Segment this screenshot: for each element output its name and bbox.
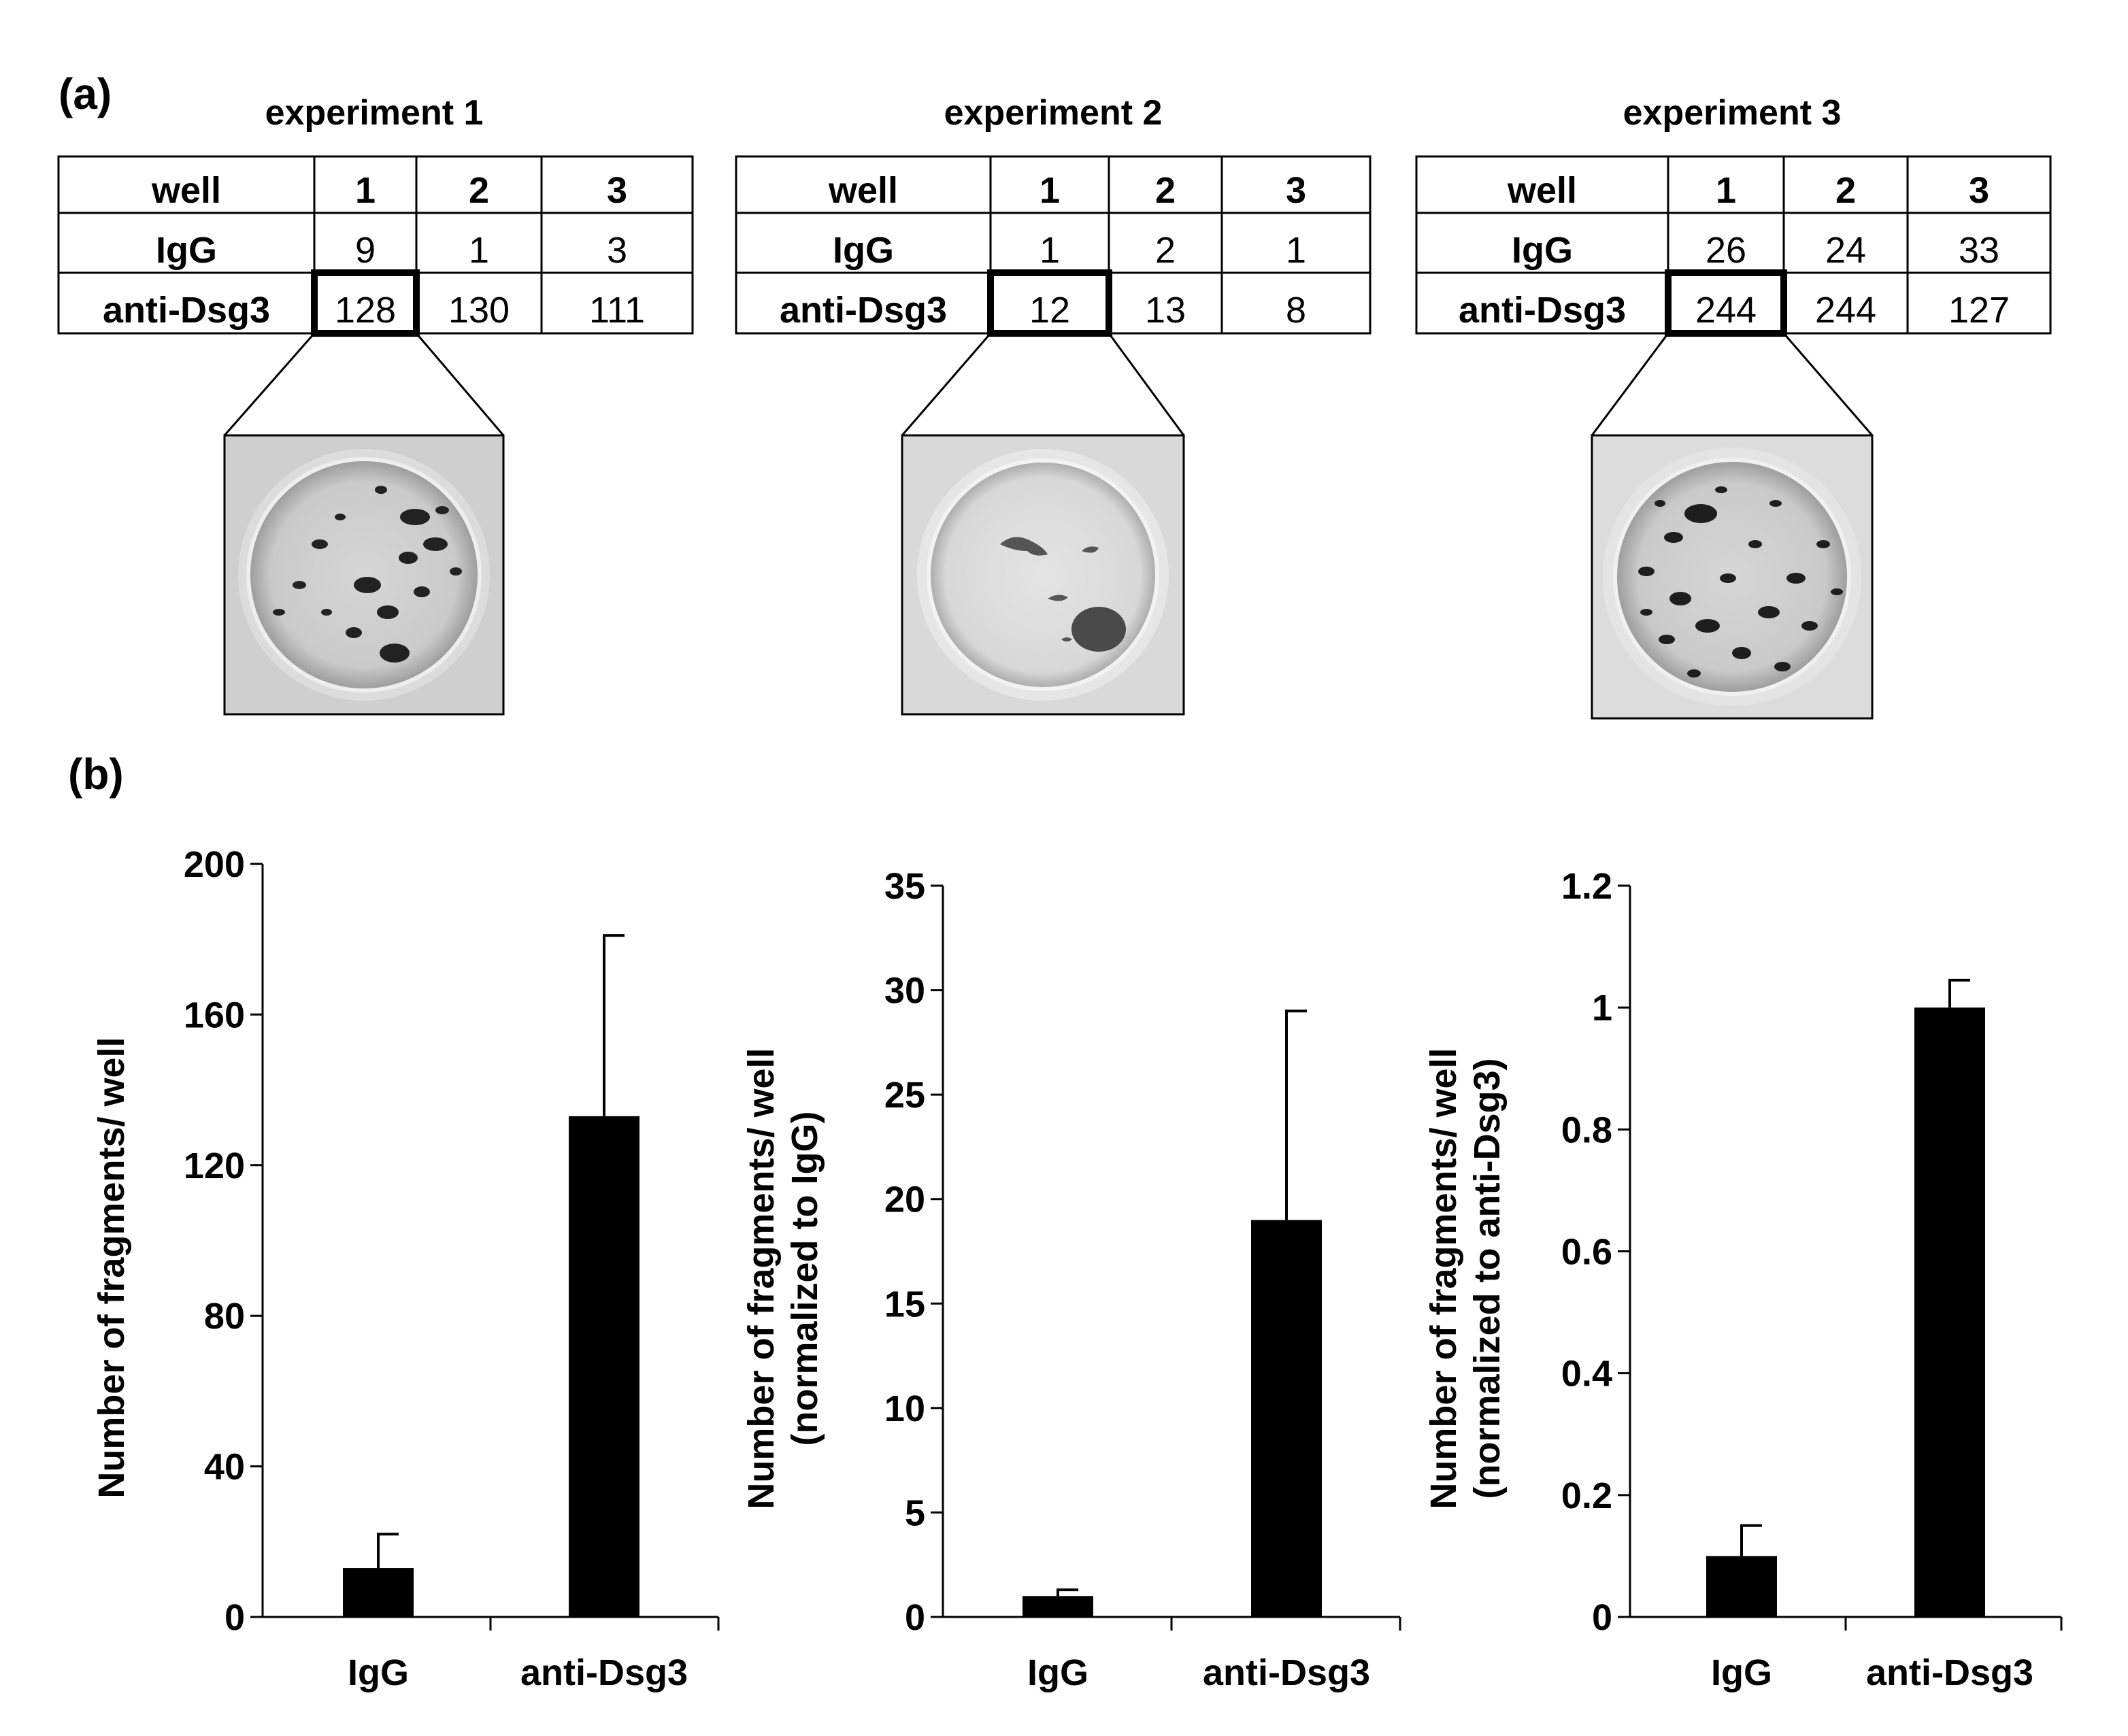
experiment-title: experiment 2 <box>944 93 1163 133</box>
y-tick-label: 0 <box>905 1597 925 1638</box>
experiment-1: experiment 1 well 1 2 3 IgG 9 1 3 anti-D… <box>57 93 694 716</box>
table-cell: 127 <box>1948 290 2010 331</box>
table-cell: 1 <box>469 230 489 271</box>
table-header-2: 2 <box>1835 170 1856 211</box>
x-category-label: IgG <box>1027 1652 1088 1693</box>
table-cell: 2 <box>1155 230 1176 271</box>
table-cell: 244 <box>1695 290 1757 331</box>
zoom-line <box>1591 333 1669 436</box>
y-axis-label-secondary: (normalized to anti-Dsg3) <box>1467 1058 1508 1499</box>
y-tick-label: 160 <box>184 995 245 1035</box>
y-tick-label: 15 <box>884 1284 925 1324</box>
table-cell: 3 <box>607 230 627 271</box>
x-category-label: IgG <box>1711 1652 1772 1693</box>
bar-chart-2: 0 5 10 15 20 25 30 35 IgG anti-Dsg3 Number of frag… <box>741 866 1401 1693</box>
bar-chart-1: 0 40 80 120 160 200 IgG anti-Dsg3 Number of frag… <box>91 844 720 1693</box>
x-category-label: IgG <box>348 1652 409 1693</box>
bar-igg <box>343 1568 414 1617</box>
table-cell: 8 <box>1286 290 1306 331</box>
y-tick-label: 5 <box>905 1492 925 1533</box>
well-photo-many-fragments <box>1591 434 1874 720</box>
table-header-2: 2 <box>1155 170 1176 211</box>
table-cell: 13 <box>1145 290 1186 331</box>
y-tick-label: 0 <box>225 1597 245 1638</box>
table-header-1: 1 <box>355 170 376 211</box>
row-label-igg: IgG <box>833 230 894 271</box>
highlight-box <box>311 269 420 337</box>
row-label-anti-dsg3: anti-Dsg3 <box>1459 290 1626 331</box>
y-tick-label: 1 <box>1592 988 1612 1029</box>
bar-anti-dsg3 <box>1914 1007 1985 1617</box>
zoom-line <box>901 333 992 436</box>
y-axis-label: Number of fragments/ well <box>91 1037 132 1498</box>
table-cell: 111 <box>589 290 645 331</box>
table-cell: 33 <box>1959 230 1999 271</box>
table-header-well: well <box>1507 170 1577 211</box>
y-tick-label: 1.2 <box>1561 866 1612 907</box>
panel-a-label: (a) <box>59 69 112 118</box>
experiment-3: experiment 3 well 1 2 3 IgG 26 24 33 ant… <box>1415 93 2052 720</box>
y-tick-label: 0.6 <box>1561 1232 1612 1273</box>
bar-igg <box>1706 1556 1777 1617</box>
zoom-line <box>223 333 316 436</box>
x-category-label: anti-Dsg3 <box>520 1652 688 1693</box>
y-tick-label: 0.4 <box>1561 1354 1612 1395</box>
zoom-line <box>415 333 505 436</box>
y-tick-label: 10 <box>884 1388 925 1429</box>
well-photo-few-fragments <box>901 434 1185 716</box>
well-photo-many-fragments <box>223 434 505 716</box>
y-tick-label: 0.2 <box>1561 1475 1612 1516</box>
table-cell: 1 <box>1286 230 1306 271</box>
table-cell: 130 <box>448 290 510 331</box>
table-header-1: 1 <box>1040 170 1060 211</box>
y-tick-label: 20 <box>884 1180 925 1220</box>
zoom-line <box>1782 333 1874 436</box>
y-axis-label-secondary: (normalized to IgG) <box>784 1112 825 1446</box>
table-header-well: well <box>151 170 221 211</box>
x-category-label: anti-Dsg3 <box>1203 1652 1370 1693</box>
experiment-title: experiment 1 <box>265 93 484 133</box>
bar-igg <box>1023 1596 1093 1617</box>
highlight-box <box>987 269 1112 337</box>
panel-b-label: (b) <box>68 750 124 799</box>
table-header-well: well <box>828 170 898 211</box>
table-cell: 24 <box>1825 230 1866 271</box>
table-cell: 12 <box>1029 290 1070 331</box>
y-tick-label: 0 <box>1592 1597 1612 1638</box>
table-header-1: 1 <box>1716 170 1736 211</box>
y-tick-label: 30 <box>884 971 925 1012</box>
experiment-title: experiment 3 <box>1623 93 1842 133</box>
row-label-igg: IgG <box>156 230 217 271</box>
highlight-box <box>1665 269 1787 337</box>
row-label-igg: IgG <box>1512 230 1573 271</box>
table-cell: 9 <box>355 230 376 271</box>
table-header-3: 3 <box>1969 170 1989 211</box>
y-tick-label: 80 <box>204 1296 245 1337</box>
table-header-3: 3 <box>607 170 627 211</box>
row-label-anti-dsg3: anti-Dsg3 <box>780 290 947 331</box>
table-header-3: 3 <box>1286 170 1306 211</box>
row-label-anti-dsg3: anti-Dsg3 <box>103 290 270 331</box>
y-axis-label: Number of fragments/ well <box>741 1048 782 1509</box>
y-tick-label: 120 <box>184 1146 245 1186</box>
table-header-2: 2 <box>469 170 489 211</box>
x-category-label: anti-Dsg3 <box>1866 1652 2033 1693</box>
y-tick-label: 0.8 <box>1561 1109 1612 1150</box>
table-cell: 244 <box>1815 290 1876 331</box>
y-tick-label: 40 <box>204 1447 245 1488</box>
bar-anti-dsg3 <box>1251 1220 1322 1617</box>
bar-anti-dsg3 <box>569 1116 639 1617</box>
table-cell: 26 <box>1706 230 1746 271</box>
y-tick-label: 25 <box>884 1075 925 1116</box>
bar-chart-3: 0 0.2 0.4 0.6 0.8 1 1.2 IgG anti-Dsg3 Number of f… <box>1423 866 2063 1693</box>
zoom-line <box>1108 333 1185 436</box>
y-axis-label: Number of fragments/ well <box>1423 1048 1464 1509</box>
y-tick-label: 200 <box>184 844 245 885</box>
experiment-2: experiment 2 well 1 2 3 IgG 1 2 1 anti-D… <box>735 93 1371 716</box>
y-tick-label: 35 <box>884 866 925 907</box>
table-cell: 128 <box>335 290 396 331</box>
table-cell: 1 <box>1040 230 1060 271</box>
